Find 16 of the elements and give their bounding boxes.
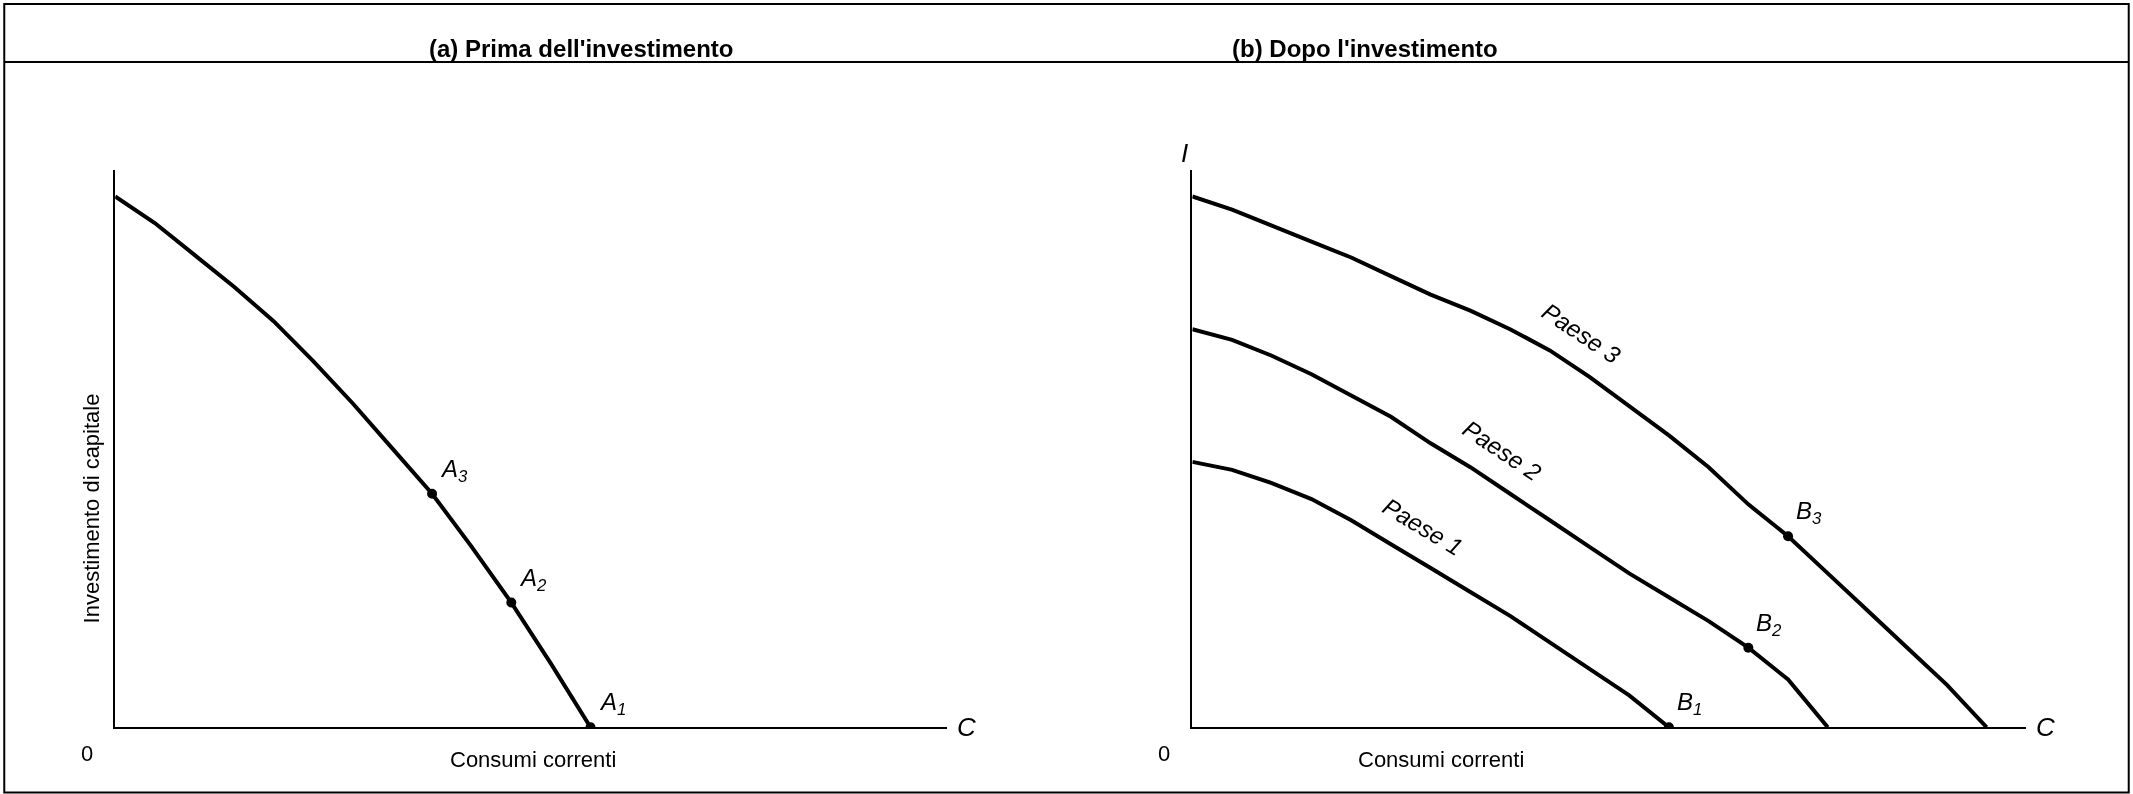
text: 0 xyxy=(1158,741,1171,766)
annotation: B$_{2}$ xyxy=(1756,609,1783,641)
annotation: A$_{3}$ xyxy=(440,455,469,487)
chart-title: (a) Prima dell'investimento xyxy=(429,35,734,62)
y-axis-title: Investimento di capitale xyxy=(79,393,105,624)
x-axis-title: Consumi correnti xyxy=(450,747,617,772)
x-axis-title: Consumi correnti xyxy=(1358,747,1525,772)
text: C xyxy=(2036,712,2055,742)
chart-title: (b) Dopo l'investimento xyxy=(1232,35,1498,62)
text: C xyxy=(957,712,976,742)
annotation: A$_{2}$ xyxy=(519,564,548,596)
annotation: B$_{1}$ xyxy=(1677,688,1703,720)
annotation: B$_{3}$ xyxy=(1796,497,1823,529)
annotation: A$_{1}$ xyxy=(599,688,627,720)
text: I xyxy=(1181,138,1189,168)
text: 0 xyxy=(81,741,94,766)
